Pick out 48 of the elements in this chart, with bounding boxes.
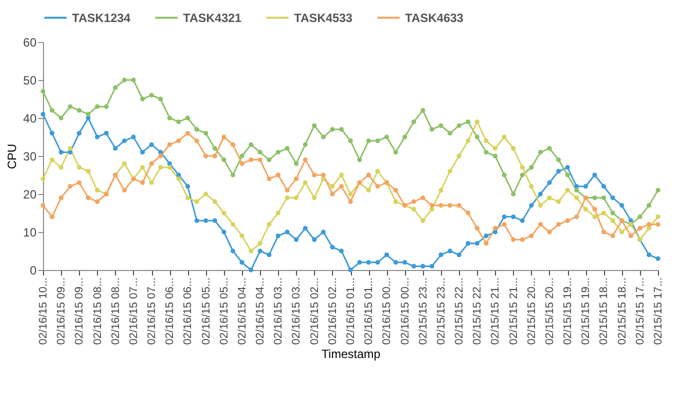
x-tick-label: 02/16/15 03... (290, 278, 303, 345)
x-tick-label: 02/15/15 17... (634, 278, 646, 345)
x-tick-label: 02/15/15 19... (580, 278, 592, 345)
x-tick-label: 02/16/15 05... (200, 278, 212, 345)
x-tick-label: 02/15/15 23... (435, 278, 448, 345)
x-tick-label: 02/15/15 21... (508, 278, 520, 345)
x-tick-label: 02/16/15 00... (381, 278, 394, 345)
x-tick-label: 02/16/15 07... (128, 278, 140, 345)
x-tick-label: 02/16/15 07... (146, 278, 158, 345)
y-tick-label: 0 (30, 264, 37, 278)
x-tick-label: 02/15/15 17... (652, 278, 664, 345)
x-tick-label: 02/15/15 18... (598, 278, 610, 345)
x-tick-label: 02/16/15 08... (92, 278, 104, 345)
x-tick-label: 02/16/15 02... (326, 278, 339, 345)
x-tick-label: 02/16/15 00... (399, 278, 412, 345)
legend-label: TASK4533 (294, 10, 353, 25)
x-tick-label: 02/15/15 22... (454, 278, 466, 345)
x-tick-label: 02/16/15 06... (182, 278, 194, 345)
x-tick-label: 02/15/15 20... (526, 278, 538, 345)
y-tick-label: 40 (23, 112, 37, 126)
x-tick-label: 02/16/15 01... (345, 278, 357, 345)
y-tick-label: 10 (23, 226, 37, 240)
legend-label: TASK4321 (183, 10, 242, 25)
x-tick-label: 02/16/15 05... (218, 278, 230, 345)
y-tick-label: 20 (23, 188, 37, 202)
x-tick-label: 02/15/15 20... (544, 278, 556, 345)
x-tick-label: 02/15/15 22... (472, 278, 484, 345)
x-tick-label: 02/16/15 02... (308, 278, 321, 345)
x-tick-label: 02/16/15 04... (236, 278, 248, 345)
y-tick-label: 50 (23, 74, 37, 88)
x-tick-label: 02/16/15 08... (110, 278, 122, 345)
x-axis-title: Timestamp (322, 346, 381, 361)
x-tick-label: 02/15/15 21... (490, 278, 502, 345)
x-tick-label: 02/16/15 09... (56, 278, 68, 345)
legend-label: TASK4633 (405, 10, 464, 25)
x-tick-label: 02/16/15 01... (363, 278, 376, 345)
x-tick-label: 02/15/15 23... (417, 278, 430, 345)
x-tick-label: 02/16/15 03... (272, 278, 285, 345)
legend-label: TASK1234 (72, 10, 131, 25)
x-tick-label: 02/16/15 04... (254, 278, 267, 345)
y-tick-label: 60 (23, 36, 37, 50)
y-tick-label: 30 (23, 150, 37, 164)
x-tick-label: 02/16/15 06... (164, 278, 176, 345)
x-tick-label: 02/16/15 09... (74, 278, 86, 345)
x-tick-label: 02/15/15 19... (562, 278, 574, 345)
y-axis-title: CPU (5, 144, 20, 170)
x-tick-label: 02/16/15 10... (38, 278, 50, 345)
x-tick-label: 02/15/15 18... (616, 278, 628, 345)
